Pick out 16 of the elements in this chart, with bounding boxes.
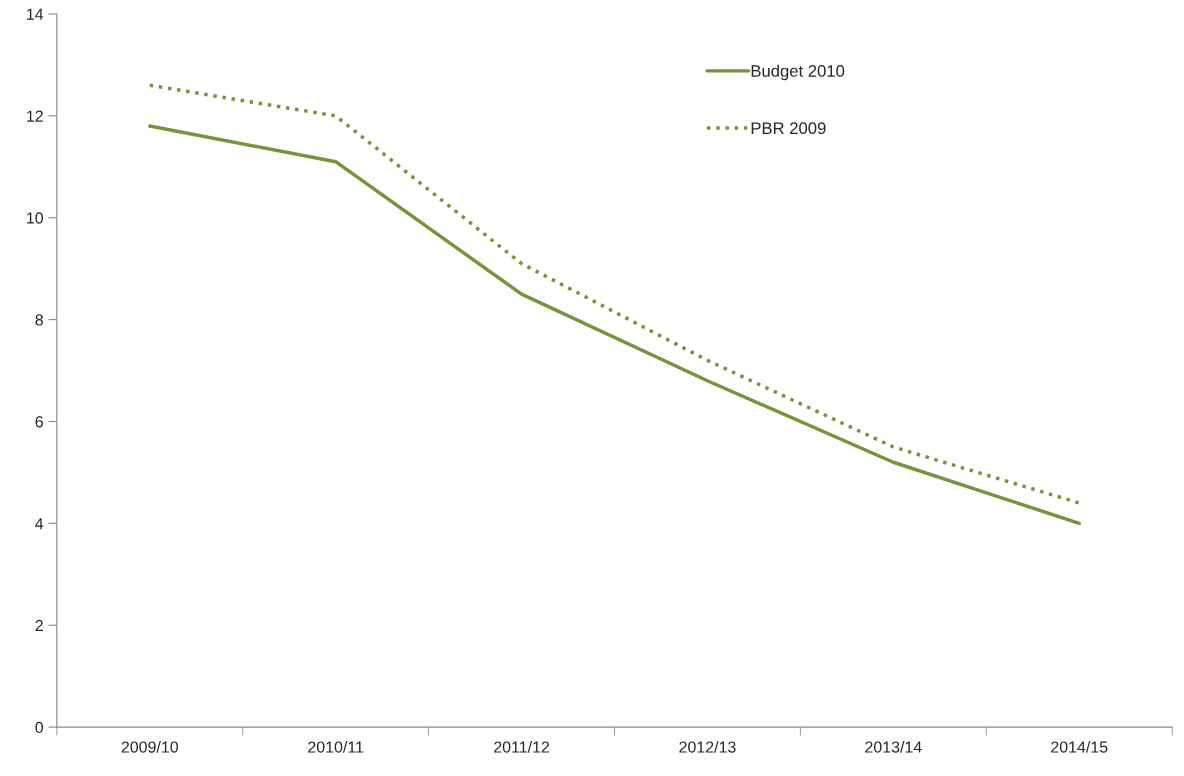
y-tick-label: 12 — [27, 110, 43, 122]
y-tick-label: 10 — [27, 212, 44, 224]
x-tick-label: 2010/11 — [308, 741, 364, 753]
y-tick-label: 2 — [35, 619, 43, 632]
x-tick-label: 2009/10 — [121, 741, 179, 753]
x-tick-label: 2014/15 — [1051, 741, 1108, 753]
y-tick-label: 8 — [35, 314, 43, 326]
y-tick-label: 6 — [35, 416, 43, 428]
y-tick-label: 14 — [27, 8, 44, 20]
x-tick-label: 2012/13 — [679, 741, 736, 753]
x-tick-label: 2013/14 — [865, 741, 922, 753]
x-tick-label: 2011/12 — [494, 741, 550, 753]
y-tick-label: 0 — [35, 721, 44, 734]
legend-label: PBR 2009 — [751, 122, 826, 135]
legend-label: Budget 2010 — [751, 64, 845, 81]
y-tick-label: 4 — [35, 518, 44, 530]
